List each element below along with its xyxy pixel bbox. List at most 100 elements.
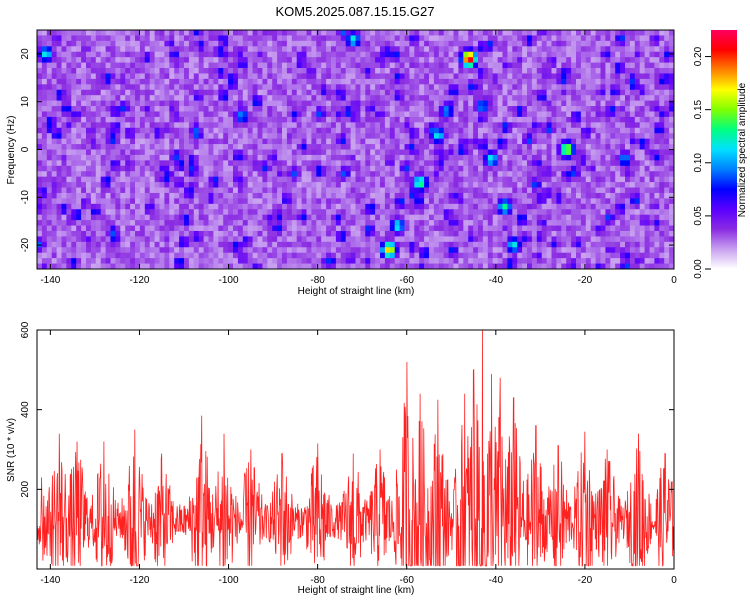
heatmap-cell	[301, 68, 307, 74]
heatmap-cell	[316, 154, 322, 161]
heatmap-cell	[424, 230, 430, 237]
heatmap-cell	[41, 35, 48, 42]
heatmap-cell	[350, 35, 356, 42]
heatmap-cell	[257, 116, 263, 123]
heatmap-cell	[659, 182, 665, 188]
heatmap-cell	[76, 73, 82, 80]
heatmap-cell	[527, 144, 533, 150]
heatmap-cell	[282, 106, 288, 112]
heatmap-cell	[580, 209, 587, 216]
heatmap-cell	[291, 62, 298, 69]
heatmap-cell	[46, 89, 53, 96]
heatmap-cell	[375, 154, 381, 161]
heatmap-cell	[473, 160, 479, 167]
heatmap-cell	[610, 57, 616, 63]
heatmap-cell	[164, 187, 170, 194]
heatmap-cell	[625, 111, 631, 118]
heatmap-cell	[561, 187, 567, 194]
heatmap-cell	[580, 171, 587, 178]
heatmap-cell	[561, 133, 567, 140]
heatmap-cell	[174, 106, 180, 112]
heatmap-cell	[536, 209, 543, 216]
heatmap-cell	[326, 46, 332, 53]
heatmap-cell	[634, 46, 641, 53]
heatmap-cell	[228, 160, 234, 167]
heatmap-cell	[311, 46, 317, 53]
heatmap-cell	[605, 95, 611, 102]
heatmap-cell	[203, 40, 209, 47]
heatmap-cell	[56, 138, 62, 145]
heatmap-cell	[605, 209, 611, 216]
heatmap-cell	[478, 154, 484, 161]
heatmap-cell	[184, 225, 190, 232]
heatmap-cell	[394, 89, 400, 96]
heatmap-cell	[629, 154, 636, 161]
heatmap-cell	[419, 182, 425, 188]
heatmap-cell	[233, 214, 239, 221]
heatmap-cell	[237, 220, 244, 226]
heatmap-cell	[639, 62, 645, 69]
heatmap-cell	[580, 144, 587, 150]
heatmap-cell	[262, 116, 268, 123]
heatmap-cell	[90, 203, 97, 210]
heatmap-cell	[512, 106, 518, 112]
heatmap-cell	[237, 78, 244, 85]
heatmap-cell	[311, 154, 317, 161]
heatmap-cell	[120, 84, 126, 91]
heatmap-cell	[468, 209, 474, 216]
heatmap-cell	[409, 133, 415, 140]
heatmap-cell	[610, 154, 616, 161]
heatmap-cell	[380, 84, 386, 91]
heatmap-cell	[625, 214, 631, 221]
heatmap-cell	[610, 192, 616, 199]
heatmap-cell	[629, 144, 636, 150]
heatmap-cell	[306, 84, 312, 91]
heatmap-cell	[370, 127, 376, 134]
heatmap-cell	[473, 62, 479, 69]
heatmap-cell	[277, 46, 283, 53]
heatmap-cell	[95, 176, 102, 183]
heatmap-cell	[605, 84, 611, 91]
heatmap-cell	[551, 100, 557, 107]
heatmap-cell	[551, 154, 557, 161]
heatmap-cell	[340, 133, 347, 140]
heatmap-cell	[448, 78, 454, 85]
heatmap-cell	[56, 73, 62, 80]
heatmap-cell	[556, 192, 562, 199]
heatmap-cell	[154, 236, 160, 243]
heatmap-cell	[639, 225, 645, 232]
heatmap-cell	[634, 62, 641, 69]
heatmap-cell	[404, 62, 410, 69]
heatmap-cell	[639, 30, 645, 36]
heatmap-cell	[135, 73, 141, 80]
heatmap-cell	[659, 57, 665, 63]
heatmap-cell	[130, 220, 136, 226]
heatmap-cell	[497, 220, 503, 226]
heatmap-cell	[228, 127, 234, 134]
heatmap-cell	[350, 230, 356, 237]
heatmap-cell	[71, 57, 77, 63]
heatmap-cell	[644, 187, 650, 194]
heatmap-cell	[81, 35, 87, 42]
heatmap-cell	[600, 214, 606, 221]
heatmap-cell	[625, 100, 631, 107]
heatmap-cell	[438, 209, 445, 216]
heatmap-cell	[610, 122, 616, 129]
heatmap-cell	[576, 111, 582, 118]
heatmap-cell	[541, 35, 547, 42]
heatmap-cell	[233, 127, 239, 134]
heatmap-cell	[286, 133, 293, 140]
heatmap-cell	[360, 171, 366, 178]
heatmap-cell	[615, 111, 621, 118]
heatmap-cell	[615, 84, 621, 91]
heatmap-cell	[605, 176, 611, 183]
heatmap-cell	[184, 78, 190, 85]
heatmap-cell	[76, 122, 82, 129]
heatmap-cell	[105, 116, 111, 123]
heatmap-cell	[154, 84, 160, 91]
heatmap-cell	[561, 89, 567, 96]
heatmap-cell	[536, 62, 543, 69]
heatmap-cell	[556, 46, 562, 53]
heatmap-cell	[620, 138, 626, 145]
heatmap-cell	[409, 106, 415, 112]
